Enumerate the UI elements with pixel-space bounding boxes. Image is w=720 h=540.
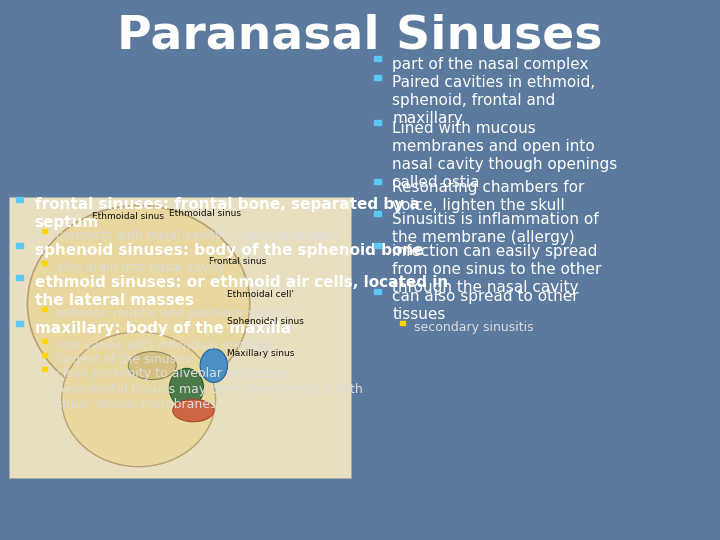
Text: frontal sinuses: frontal bone, separated by a
septum: frontal sinuses: frontal bone, separated… bbox=[35, 197, 420, 230]
Ellipse shape bbox=[62, 332, 215, 467]
FancyBboxPatch shape bbox=[42, 367, 47, 370]
FancyBboxPatch shape bbox=[374, 179, 381, 185]
Text: Frontal sinus: Frontal sinus bbox=[209, 258, 266, 266]
Text: can also spread to other
tissues: can also spread to other tissues bbox=[392, 289, 579, 322]
FancyBboxPatch shape bbox=[16, 242, 23, 248]
FancyBboxPatch shape bbox=[16, 321, 23, 326]
Text: connects with nasal cavity – frontonasal duct: connects with nasal cavity – frontonasal… bbox=[56, 229, 339, 242]
Text: Lined with mucous
membranes and open into
nasal cavity though openings
called os: Lined with mucous membranes and open int… bbox=[392, 121, 618, 190]
FancyBboxPatch shape bbox=[374, 211, 381, 217]
Ellipse shape bbox=[200, 349, 228, 382]
Text: ethmoid sinuses: or ethmoid air cells, located in
the lateral masses: ethmoid sinuses: or ethmoid air cells, l… bbox=[35, 275, 448, 308]
FancyBboxPatch shape bbox=[374, 75, 381, 80]
Text: Ethmoidal sinus: Ethmoidal sinus bbox=[92, 212, 164, 221]
FancyBboxPatch shape bbox=[42, 339, 47, 342]
Text: Maxillary sinus: Maxillary sinus bbox=[227, 349, 294, 358]
FancyBboxPatch shape bbox=[374, 288, 381, 294]
FancyBboxPatch shape bbox=[374, 243, 381, 248]
FancyBboxPatch shape bbox=[9, 197, 351, 478]
FancyBboxPatch shape bbox=[42, 228, 47, 233]
Text: largest of the sinuses: largest of the sinuses bbox=[56, 353, 191, 366]
FancyBboxPatch shape bbox=[374, 56, 381, 62]
FancyBboxPatch shape bbox=[16, 197, 23, 202]
FancyBboxPatch shape bbox=[400, 321, 405, 325]
Text: also drain into nasal cavity: also drain into nasal cavity bbox=[56, 261, 225, 274]
Text: close proximity to alveolar processes –
periodontal tissues may be in direct con: close proximity to alveolar processes – … bbox=[56, 367, 363, 411]
Text: Ethmoidal cell': Ethmoidal cell' bbox=[227, 290, 294, 299]
Text: sphenoid sinuses: body of the sphenoid bone: sphenoid sinuses: body of the sphenoid b… bbox=[35, 243, 423, 258]
Text: infection can easily spread
from one sinus to the other
through the nasal cavity: infection can easily spread from one sin… bbox=[392, 244, 602, 295]
Ellipse shape bbox=[173, 399, 214, 422]
Text: Sinusitis is inflammation of
the membrane (allergy): Sinusitis is inflammation of the membran… bbox=[392, 212, 599, 245]
FancyBboxPatch shape bbox=[42, 307, 47, 310]
Text: Sphenoidal sinus: Sphenoidal sinus bbox=[227, 317, 304, 326]
FancyBboxPatch shape bbox=[374, 120, 381, 125]
Ellipse shape bbox=[27, 206, 250, 402]
Text: part of the nasal complex: part of the nasal complex bbox=[392, 57, 589, 72]
Text: Paired cavities in ethmoid,
sphenoid, frontal and
maxillary: Paired cavities in ethmoid, sphenoid, fr… bbox=[392, 75, 595, 126]
Text: secondary sinusitis: secondary sinusitis bbox=[414, 321, 534, 334]
Ellipse shape bbox=[128, 352, 176, 380]
Text: maxillary: body of the maxilla: maxillary: body of the maxilla bbox=[35, 321, 291, 336]
Text: anterior, middle and posterior sinuses: anterior, middle and posterior sinuses bbox=[56, 307, 294, 320]
Text: Resonating chambers for
voice, lighten the skull: Resonating chambers for voice, lighten t… bbox=[392, 180, 585, 213]
Ellipse shape bbox=[169, 368, 204, 408]
FancyBboxPatch shape bbox=[42, 353, 47, 356]
FancyBboxPatch shape bbox=[42, 261, 47, 265]
Text: size varies with individual and age: size varies with individual and age bbox=[56, 339, 273, 352]
FancyBboxPatch shape bbox=[16, 274, 23, 280]
Text: Ethmoidal sinus: Ethmoidal sinus bbox=[169, 209, 241, 218]
Text: Paranasal Sinuses: Paranasal Sinuses bbox=[117, 14, 603, 58]
